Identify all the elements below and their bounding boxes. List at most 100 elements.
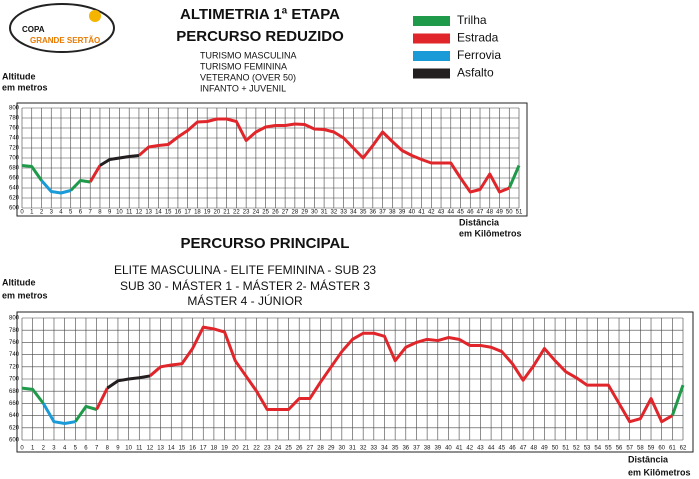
x-tick-label: 51 xyxy=(516,210,523,216)
y-tick-label: 760 xyxy=(9,340,20,346)
profile-line xyxy=(99,154,140,167)
x-tick-label: 8 xyxy=(98,210,102,216)
x-tick-label: 62 xyxy=(680,446,687,452)
x-tick-label: 0 xyxy=(20,446,24,452)
logo-sun xyxy=(89,10,101,22)
y-tick-label: 780 xyxy=(9,116,20,122)
x-tick-label: 23 xyxy=(264,446,271,452)
logo: COPA GRANDE SERTÃO xyxy=(9,3,115,53)
x-tick-label: 24 xyxy=(253,210,260,216)
x-tick-label: 16 xyxy=(189,446,196,452)
profile-line xyxy=(40,179,72,195)
y-tick-label: 640 xyxy=(9,186,20,192)
legend-swatch xyxy=(413,33,450,44)
y-tick-label: 680 xyxy=(9,389,20,395)
x-tick-label: 9 xyxy=(108,210,112,216)
logo-text: COPA xyxy=(22,25,45,34)
x-tick-label: 10 xyxy=(125,446,132,452)
x-tick-label: 30 xyxy=(338,446,345,452)
x-tick-label: 52 xyxy=(573,446,580,452)
charts: ALTIMETRIA 1ª ETAPA PERCURSO REDUZIDO TURI… xyxy=(2,6,691,477)
x-tick-label: 48 xyxy=(530,446,537,452)
y-tick-label: 740 xyxy=(9,136,20,142)
x-tick-label: 35 xyxy=(360,210,367,216)
x-tick-label: 24 xyxy=(275,446,282,452)
x-tick-label: 18 xyxy=(211,446,218,452)
x-axis-label: em Kilômetros xyxy=(628,467,691,477)
x-tick-label: 23 xyxy=(243,210,250,216)
x-tick-label: 34 xyxy=(350,210,357,216)
x-tick-label: 38 xyxy=(424,446,431,452)
x-tick-label: 3 xyxy=(52,446,56,452)
x-tick-label: 19 xyxy=(221,446,228,452)
x-tick-label: 28 xyxy=(292,210,299,216)
x-tick-label: 21 xyxy=(243,446,250,452)
profile-line xyxy=(88,117,510,194)
x-tick-label: 8 xyxy=(106,446,110,452)
x-tick-label: 44 xyxy=(447,210,454,216)
x-tick-label: 41 xyxy=(456,446,463,452)
x-tick-label: 59 xyxy=(648,446,655,452)
x-tick-label: 38 xyxy=(389,210,396,216)
profile-line xyxy=(95,325,674,424)
x-tick-label: 13 xyxy=(145,210,152,216)
x-tick-label: 4 xyxy=(59,210,63,216)
x-tick-label: 14 xyxy=(155,210,162,216)
y-tick-label: 600 xyxy=(9,438,20,444)
x-tick-label: 39 xyxy=(399,210,406,216)
x-tick-label: 31 xyxy=(349,446,356,452)
x-tick-label: 15 xyxy=(165,210,172,216)
x-tick-label: 45 xyxy=(498,446,505,452)
legend-label: Ferrovia xyxy=(457,48,501,62)
x-tick-label: 32 xyxy=(360,446,367,452)
y-tick-label: 640 xyxy=(9,413,20,419)
y-tick-label: 800 xyxy=(9,316,20,322)
x-tick-label: 5 xyxy=(74,446,78,452)
x-tick-label: 1 xyxy=(30,210,34,216)
category-list: TURISMO MASCULINA xyxy=(200,50,297,60)
x-tick-label: 12 xyxy=(136,210,143,216)
x-tick-label: 6 xyxy=(84,446,88,452)
x-tick-label: 25 xyxy=(262,210,269,216)
y-axis-label: em metros xyxy=(2,290,48,300)
x-tick-label: 2 xyxy=(40,210,44,216)
frame xyxy=(16,102,528,217)
x-tick-label: 55 xyxy=(605,446,612,452)
x-axis-label: Distância xyxy=(459,217,500,227)
x-tick-label: 30 xyxy=(311,210,318,216)
x-tick-label: 49 xyxy=(496,210,503,216)
legend-label: Trilha xyxy=(457,13,487,27)
x-tick-label: 46 xyxy=(467,210,474,216)
x-tick-label: 58 xyxy=(637,446,644,452)
x-tick-label: 13 xyxy=(157,446,164,452)
x-tick-label: 18 xyxy=(194,210,201,216)
x-tick-label: 33 xyxy=(370,446,377,452)
chart-title: ALTIMETRIA 1ª ETAPA xyxy=(180,6,340,23)
category-list: INFANTO + JUVENIL xyxy=(200,83,286,93)
y-tick-label: 660 xyxy=(9,401,20,407)
x-axis-label: em Kilômetros xyxy=(459,228,522,238)
x-tick-label: 37 xyxy=(413,446,420,452)
x-tick-label: 22 xyxy=(253,446,260,452)
x-tick-label: 60 xyxy=(658,446,665,452)
y-tick-label: 780 xyxy=(9,328,20,334)
y-tick-label: 800 xyxy=(9,106,20,112)
x-tick-label: 0 xyxy=(20,210,24,216)
x-tick-label: 61 xyxy=(669,446,676,452)
x-tick-label: 25 xyxy=(285,446,292,452)
x-tick-label: 57 xyxy=(626,446,633,452)
x-tick-label: 35 xyxy=(392,446,399,452)
x-tick-label: 50 xyxy=(552,446,559,452)
x-tick-label: 10 xyxy=(116,210,123,216)
y-tick-label: 680 xyxy=(9,166,20,172)
x-tick-label: 31 xyxy=(321,210,328,216)
y-tick-label: 700 xyxy=(9,377,20,383)
x-tick-label: 20 xyxy=(232,446,239,452)
y-tick-label: 700 xyxy=(9,156,20,162)
x-tick-label: 43 xyxy=(477,446,484,452)
y-tick-label: 740 xyxy=(9,352,20,358)
x-tick-label: 47 xyxy=(477,210,484,216)
logo-ring xyxy=(9,3,115,53)
x-tick-label: 27 xyxy=(282,210,289,216)
x-tick-label: 11 xyxy=(136,446,143,452)
